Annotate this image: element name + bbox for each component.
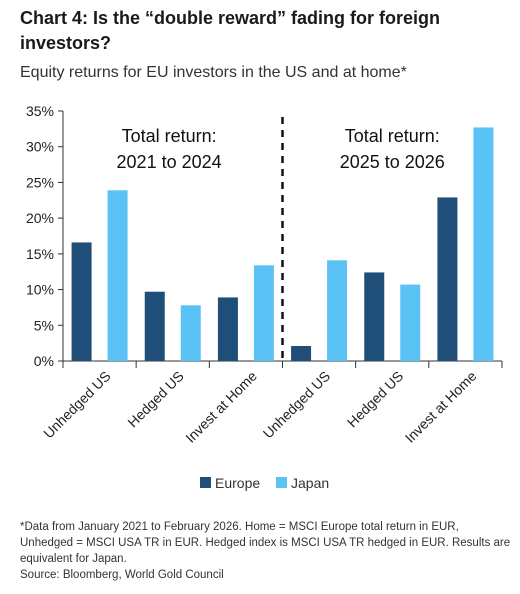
legend-label-japan: Japan	[291, 475, 329, 491]
x-category-label: Invest at Home	[182, 368, 260, 446]
y-tick-label: 35%	[26, 103, 54, 119]
panel-annotation-line1: Total return:	[122, 126, 217, 146]
legend-label-europe: Europe	[215, 475, 260, 491]
legend-swatch-japan	[276, 477, 287, 488]
panel-annotation-line2: 2021 to 2024	[117, 152, 222, 172]
bar-europe-6	[437, 197, 458, 361]
bar-japan-5	[400, 284, 421, 361]
y-tick-label: 30%	[26, 139, 54, 155]
panel-annotation-line2: 2025 to 2026	[340, 152, 445, 172]
bar-japan-4	[327, 260, 348, 361]
bar-europe-4	[291, 346, 312, 361]
bar-europe-1	[71, 242, 92, 361]
bar-japan-1	[107, 190, 128, 361]
bar-japan-3	[253, 265, 274, 361]
bar-japan-2	[180, 305, 201, 361]
x-category-label: Hedged US	[124, 368, 187, 431]
y-tick-label: 25%	[26, 174, 54, 190]
bar-europe-5	[364, 272, 385, 361]
legend-swatch-europe	[200, 477, 211, 488]
bar-europe-2	[144, 291, 165, 361]
chart-subtitle: Equity returns for EU investors in the U…	[20, 64, 407, 81]
x-category-label: Hedged US	[344, 368, 407, 431]
x-category-label: Unhedged US	[40, 368, 114, 442]
y-tick-label: 0%	[34, 353, 54, 369]
y-tick-label: 20%	[26, 210, 54, 226]
source-note: Source: Bloomberg, World Gold Council	[20, 569, 224, 581]
chart-title: Chart 4: Is the “double reward” fading f…	[20, 8, 441, 53]
y-tick-label: 15%	[26, 246, 54, 262]
panel-annotation-line1: Total return:	[345, 126, 440, 146]
bar-europe-3	[217, 297, 238, 361]
y-tick-label: 10%	[26, 282, 54, 298]
footnote: *Data from January 2021 to February 2026…	[20, 521, 511, 565]
y-tick-label: 5%	[34, 317, 54, 333]
bar-japan-6	[473, 127, 494, 361]
x-category-label: Invest at Home	[402, 368, 480, 446]
x-category-label: Unhedged US	[260, 368, 334, 442]
